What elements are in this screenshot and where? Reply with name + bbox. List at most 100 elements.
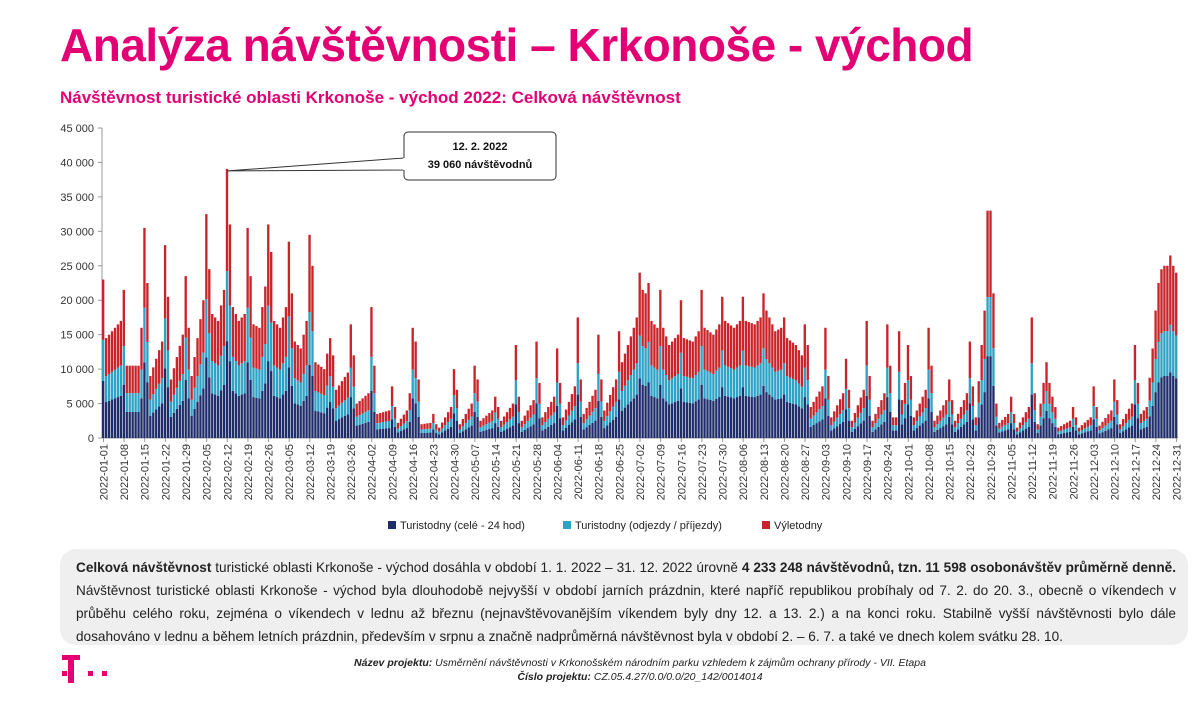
bar-segment [553,396,556,413]
bar-segment [1107,429,1110,438]
bar-segment [611,419,615,438]
bar-segment [1139,423,1143,430]
bar-segment [420,429,423,434]
bar-segment [1004,416,1007,425]
x-tick-label: 2022-01-15 [140,444,152,500]
bar-segment [211,314,214,362]
bar-segment [1045,391,1048,411]
bar-segment [1045,362,1048,392]
bar-segment [305,365,308,396]
bar-segment [762,293,765,349]
bar-segment [1009,412,1013,424]
bar-segment [561,425,565,431]
bar-segment [856,417,860,427]
bar-segment [299,405,302,438]
bar-segment [623,385,627,408]
bar-segment [1009,396,1013,413]
bar-segment [140,369,143,399]
bar-segment [856,426,860,438]
bar-segment [983,358,986,393]
y-tick-label: 30 000 [60,226,94,238]
bar-segment [143,307,146,363]
bar-segment [473,393,476,412]
bar-segment [753,397,756,438]
bar-segment [311,376,314,438]
bar-segment [352,408,355,438]
bar-segment [1136,418,1140,438]
bar-segment [296,404,299,438]
x-tick-label: 2022-08-13 [759,444,771,500]
bar-segment [502,424,506,431]
bar-segment [951,414,954,425]
bar-segment [921,423,924,438]
bar-segment [668,404,671,438]
bar-segment [1110,420,1113,429]
bar-segment [290,348,294,386]
bar-segment [564,427,568,438]
bar-segment [1113,379,1116,402]
bar-segment [225,271,229,342]
callout-date: 12. 2. 2022 [452,141,507,153]
footer-project-label: Název projektu: [354,657,433,669]
bar-segment [243,361,246,394]
bar-segment [1051,423,1054,438]
bar-segment [1095,418,1098,427]
bar-segment [1116,424,1119,438]
bar-segment [712,334,715,374]
bar-segment [116,397,120,438]
bar-segment [670,378,674,404]
bar-segment [1095,426,1098,438]
bar-segment [502,416,506,425]
bar-segment [980,380,983,405]
bar-segment [830,430,833,438]
bar-segment [570,410,574,423]
bar-segment [237,395,240,438]
bar-segment [691,341,694,379]
bar-segment [523,424,526,430]
bar-segment [747,396,750,438]
bar-segment [620,410,624,438]
bar-segment [296,380,299,405]
bar-segment [850,420,854,428]
bar-segment [1033,421,1036,438]
bar-segment [582,423,585,430]
bar-segment [240,394,243,438]
bar-segment [918,425,921,438]
bar-segment [635,394,638,438]
bar-segment [561,430,565,438]
bar-segment [768,394,771,438]
bar-segment [765,358,768,393]
bar-segment [187,369,190,399]
bar-segment [738,320,742,366]
bar-segment [429,432,432,438]
bar-segment [756,365,759,396]
bar-segment [1121,431,1125,438]
bar-segment [1098,433,1101,438]
bar-segment [270,371,273,438]
bar-segment [582,429,585,438]
bar-segment [750,396,753,438]
bar-segment [544,421,547,429]
bar-segment [715,370,718,399]
x-tick-label: 2022-01-22 [160,444,172,500]
bar-segment [222,346,226,385]
bar-segment [1104,430,1107,438]
bar-segment [458,424,462,430]
bar-segment [953,427,957,432]
bar-segment [741,350,745,388]
bar-segment [771,367,774,398]
bar-segment [1116,414,1119,425]
bar-segment [971,386,974,406]
bar-segment [234,393,238,438]
bar-segment [228,361,232,438]
bar-segment [225,341,229,438]
bar-segment [588,401,591,416]
bar-segment [231,307,235,357]
bars-group [102,168,1178,438]
bar-segment [900,400,904,415]
bar-segment [169,416,173,438]
bar-segment [918,403,921,417]
bar-segment [423,432,426,438]
bar-segment [588,424,591,438]
bar-segment [715,329,718,371]
